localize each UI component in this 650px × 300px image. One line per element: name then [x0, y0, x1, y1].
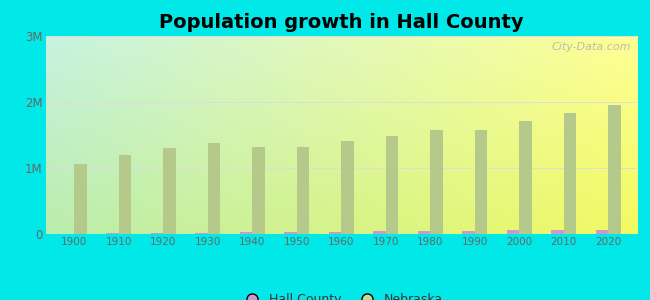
Bar [208, 143, 220, 234]
Bar [240, 232, 252, 234]
Bar [163, 148, 176, 234]
Bar [196, 232, 208, 234]
Bar [297, 146, 309, 234]
Bar [474, 130, 487, 234]
Bar [595, 230, 608, 234]
Bar [373, 231, 385, 234]
Bar [74, 164, 87, 234]
Bar [462, 231, 474, 234]
Bar [430, 130, 443, 234]
Text: City-Data.com: City-Data.com [552, 42, 631, 52]
Bar [507, 230, 519, 234]
Bar [418, 231, 430, 234]
Bar [119, 155, 131, 234]
Bar [62, 233, 74, 234]
Bar [564, 113, 576, 234]
Bar [329, 232, 341, 234]
Bar [608, 104, 621, 234]
Bar [107, 233, 119, 234]
Bar [519, 121, 532, 234]
Title: Population growth in Hall County: Population growth in Hall County [159, 13, 523, 32]
Bar [151, 233, 163, 234]
Bar [252, 147, 265, 234]
Bar [385, 136, 398, 234]
Bar [341, 141, 354, 234]
Bar [284, 232, 297, 234]
Bar [551, 230, 564, 234]
Legend: Hall County, Nebraska: Hall County, Nebraska [234, 288, 448, 300]
